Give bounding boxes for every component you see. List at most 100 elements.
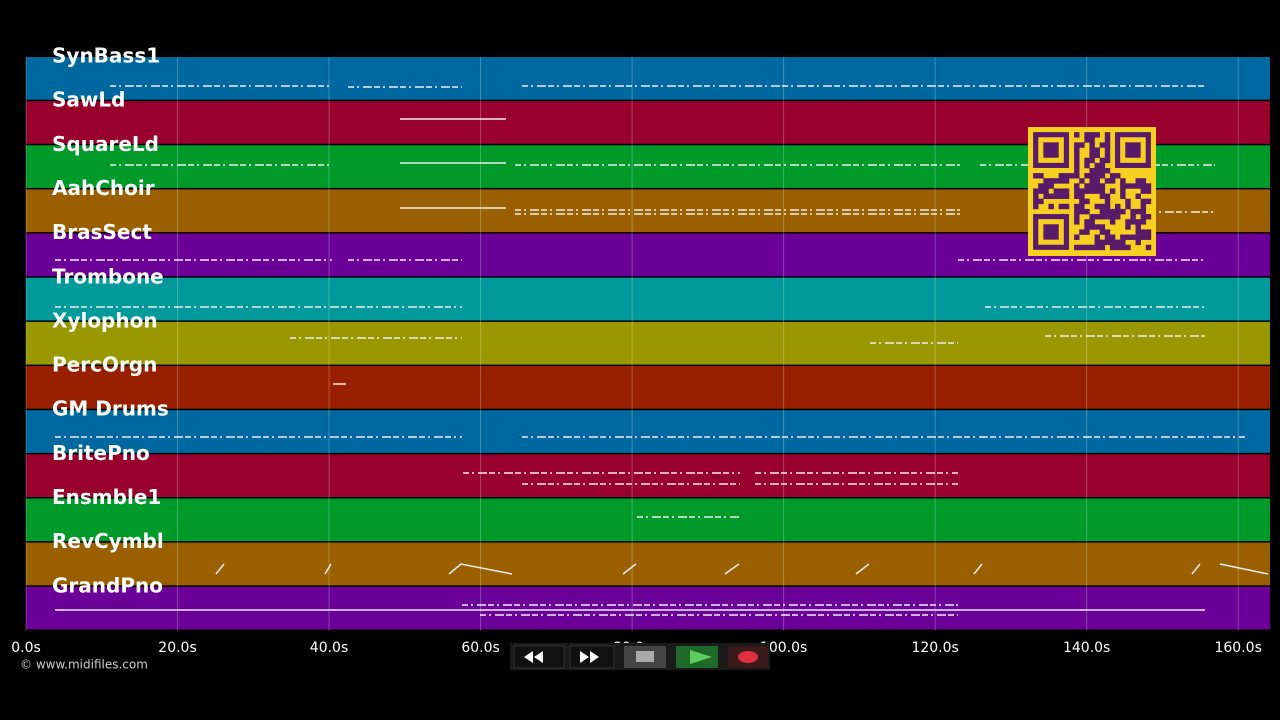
qr-module (1048, 203, 1054, 210)
qr-module (1094, 239, 1100, 246)
qr-module (1109, 239, 1116, 246)
qr-module (1145, 183, 1152, 189)
qr-module (1079, 178, 1085, 184)
qr-module (1145, 214, 1152, 220)
qr-module (1099, 173, 1106, 179)
qr-module (1038, 173, 1044, 179)
qr-module (1084, 162, 1090, 169)
qr-module (1074, 208, 1080, 215)
qr-module (1033, 198, 1039, 205)
qr-module (1079, 229, 1085, 235)
track-names: SynBass1 SawLd SquareLd AahChoir BrasSect Tro… (52, 44, 169, 598)
qr-module (1109, 188, 1116, 194)
qr-module (1074, 234, 1080, 240)
x-tick-label: 120.0s (911, 640, 958, 656)
qr-module (1125, 183, 1131, 189)
qr-module (1120, 239, 1126, 246)
x-tick-label: 0.0s (11, 640, 41, 656)
qr-module (1043, 178, 1049, 184)
qr-module (1099, 162, 1106, 169)
qr-module (1094, 162, 1100, 169)
qr-module (1058, 203, 1065, 210)
qr-module (1109, 208, 1116, 215)
qr-module (1099, 142, 1106, 148)
qr-module (1104, 152, 1111, 159)
qr-module (1063, 203, 1070, 210)
notes (55, 85, 1269, 616)
qr-module (1043, 193, 1049, 199)
x-tick-label: 40.0s (310, 640, 348, 656)
qr-module (1079, 188, 1085, 194)
play-button[interactable] (676, 646, 718, 668)
qr-module (1130, 183, 1136, 189)
qr-module (1079, 244, 1085, 251)
qr-module (1104, 234, 1111, 240)
qr-module (1043, 188, 1049, 194)
track-lane (26, 410, 1270, 453)
qr-module (1089, 132, 1095, 138)
qr-module (1094, 147, 1100, 153)
qr-module (1120, 193, 1126, 199)
x-tick-label: 100.0s (760, 640, 807, 656)
qr-module (1063, 188, 1070, 194)
qr-module (1145, 229, 1152, 235)
qr-module (1079, 208, 1085, 215)
qr-module (1104, 167, 1111, 174)
qr-module (1125, 198, 1131, 205)
qr-module (1130, 208, 1136, 215)
track-name: SynBass1 (52, 44, 160, 68)
qr-module (1089, 167, 1095, 174)
qr-module (1079, 198, 1085, 205)
qr-module (1135, 219, 1141, 225)
qr-module (1135, 234, 1141, 240)
track-name: AahChoir (52, 176, 155, 200)
qr-module (1063, 193, 1070, 199)
qr-module (1099, 208, 1106, 215)
qr-module (1115, 239, 1121, 246)
qr-module (1109, 173, 1116, 179)
track-name: Xylophon (52, 308, 158, 332)
qr-module (1135, 193, 1141, 199)
qr-module (1145, 234, 1152, 240)
qr-module (1058, 178, 1065, 184)
qr-module (1048, 183, 1054, 189)
qr-module (1125, 244, 1131, 251)
qr-module (1104, 132, 1111, 138)
qr-module (1109, 244, 1116, 251)
qr-module (1038, 188, 1044, 194)
qr-module (1089, 142, 1095, 148)
qr-module (1099, 183, 1106, 189)
qr-module (1089, 214, 1095, 220)
qr-module (1094, 167, 1100, 174)
qr-module (1063, 173, 1070, 179)
qr-module (1140, 203, 1147, 210)
qr-module (1099, 193, 1106, 199)
qr-module (1074, 132, 1080, 138)
qr-module (1074, 167, 1080, 174)
fast-forward-button[interactable] (569, 645, 615, 669)
transport-controls (510, 643, 770, 670)
qr-finder (1043, 224, 1059, 240)
track-lane (26, 498, 1270, 542)
qr-module (1145, 244, 1152, 251)
qr-module (1089, 188, 1095, 194)
qr-module (1130, 219, 1136, 225)
qr-module (1084, 208, 1090, 215)
qr-module (1099, 224, 1106, 230)
qr-module (1120, 208, 1126, 215)
stop-button[interactable] (624, 646, 666, 668)
record-button[interactable] (728, 646, 768, 668)
qr-module (1140, 229, 1147, 235)
qr-module (1074, 193, 1080, 199)
qr-module (1115, 203, 1121, 210)
qr-module (1094, 183, 1100, 189)
qr-module (1099, 203, 1106, 210)
qr-module (1089, 224, 1095, 230)
rewind-button[interactable] (513, 645, 565, 669)
qr-module (1099, 167, 1106, 174)
qr-module (1099, 157, 1106, 164)
qr-module (1104, 157, 1111, 164)
qr-module (1135, 224, 1141, 230)
qr-module (1043, 183, 1049, 189)
